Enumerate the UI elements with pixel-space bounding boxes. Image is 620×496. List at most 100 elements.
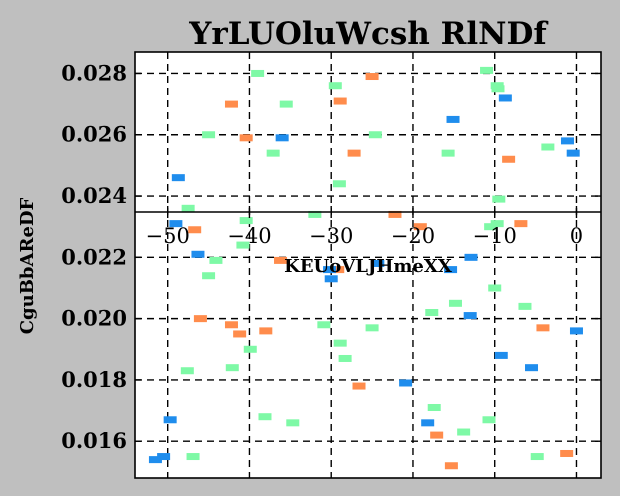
data-point (441, 149, 455, 157)
data-point (482, 416, 496, 424)
data-point (569, 327, 583, 335)
data-point (236, 241, 250, 249)
data-point (239, 134, 253, 142)
data-points (148, 66, 583, 470)
data-point (338, 354, 352, 362)
plot-area (135, 52, 601, 478)
data-point (444, 462, 458, 470)
data-point (323, 266, 337, 274)
data-point (566, 149, 580, 157)
data-point (490, 220, 504, 228)
data-point (484, 223, 498, 231)
data-point (180, 367, 194, 375)
data-point (388, 210, 402, 218)
data-point (157, 453, 171, 461)
x-tick-label: −40 (227, 224, 271, 248)
data-point (536, 324, 550, 332)
y-tick-label: 0.026 (61, 122, 127, 147)
data-point (457, 428, 471, 436)
data-point (399, 379, 413, 387)
data-point (251, 69, 265, 77)
data-point (502, 155, 516, 163)
y-tick-label: 0.016 (61, 428, 127, 453)
data-point (328, 82, 342, 90)
x-axis-ticks: −50 −40 −30 −20 −10 0 (146, 206, 583, 248)
data-point (188, 226, 202, 234)
y-tick-label: 0.028 (61, 60, 127, 85)
data-point (463, 312, 477, 320)
data-point (148, 456, 162, 464)
data-point (492, 195, 506, 203)
y-axis-ticks: 0.016 0.018 0.020 0.022 0.024 0.026 0.028 (61, 60, 601, 453)
data-point (181, 204, 195, 212)
chart-title: YrLUOluWcsh RlNDf (188, 16, 548, 52)
data-point (480, 66, 494, 74)
data-point (427, 404, 441, 412)
data-point (169, 220, 183, 228)
data-point (425, 309, 439, 317)
data-point (371, 259, 385, 267)
data-point (446, 115, 460, 123)
data-point (488, 284, 502, 292)
y-tick-label: 0.022 (61, 244, 127, 269)
data-point (324, 275, 338, 283)
data-point (448, 299, 462, 307)
data-point (332, 180, 346, 188)
x-axis-label: KEUoVLJHmeXX (284, 256, 452, 277)
data-point (243, 345, 257, 353)
y-tick-label: 0.018 (61, 367, 127, 392)
data-point (368, 131, 382, 139)
data-point (233, 330, 247, 338)
data-point (560, 137, 574, 145)
data-point (286, 419, 300, 427)
data-point (224, 100, 238, 108)
data-point (163, 416, 177, 424)
y-tick-label: 0.020 (61, 306, 127, 331)
data-point (444, 266, 458, 274)
data-point (239, 217, 253, 225)
data-point (430, 431, 444, 439)
data-point (365, 324, 379, 332)
data-point (494, 351, 508, 359)
data-point (225, 364, 239, 372)
data-point (202, 131, 216, 139)
x-tick-label: −20 (391, 224, 435, 248)
data-point (352, 382, 366, 390)
data-point (491, 85, 505, 93)
data-point (541, 143, 555, 151)
data-point (193, 315, 207, 323)
data-point (514, 220, 528, 228)
data-point (279, 100, 293, 108)
data-point (530, 453, 544, 461)
data-point (224, 321, 238, 329)
data-point (525, 364, 539, 372)
data-point (518, 302, 532, 310)
data-point (333, 97, 347, 105)
x-tick-label: −30 (309, 224, 353, 248)
data-point (259, 327, 273, 335)
data-point (191, 250, 205, 258)
data-point (347, 149, 361, 157)
plot-frame (134, 51, 602, 479)
data-point (331, 266, 345, 274)
data-point (186, 453, 200, 461)
data-point (171, 174, 185, 182)
data-point (365, 73, 379, 81)
data-point (333, 339, 347, 347)
x-tick-label: −10 (473, 224, 517, 248)
data-point (258, 413, 272, 421)
x-tick-label: 0 (570, 224, 583, 248)
data-point (560, 449, 574, 457)
data-point (498, 94, 512, 102)
x-tick-label: −50 (146, 224, 190, 248)
data-point (308, 210, 322, 218)
data-point (275, 134, 289, 142)
data-point (317, 321, 331, 329)
data-point (413, 223, 427, 231)
data-point (209, 256, 223, 264)
y-tick-label: 0.024 (61, 183, 127, 208)
data-point (421, 419, 435, 427)
y-axis-label: CguBbAReDF (17, 198, 38, 335)
data-point (274, 256, 288, 264)
